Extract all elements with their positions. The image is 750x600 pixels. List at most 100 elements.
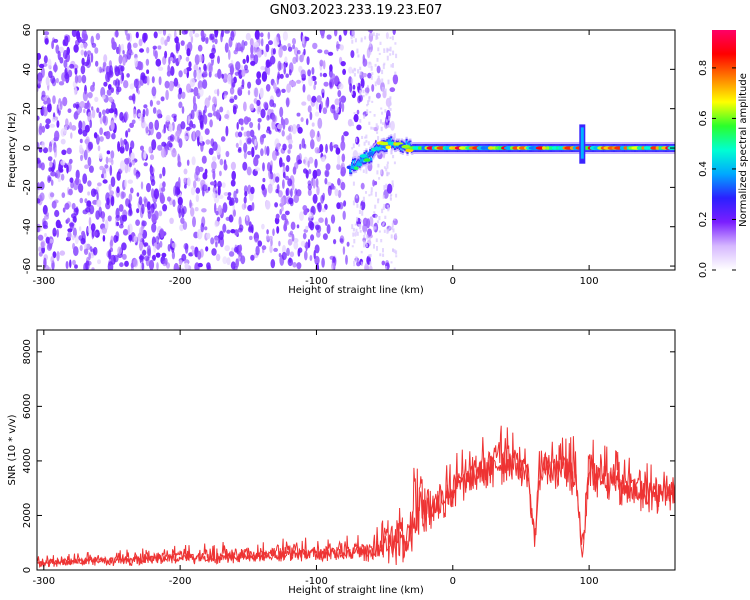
noise-speckle xyxy=(121,116,126,123)
noise-speckle xyxy=(59,57,64,64)
noise-speckle xyxy=(198,87,204,97)
noise-haze xyxy=(355,137,358,143)
noise-speckle xyxy=(107,157,114,163)
noise-speckle xyxy=(41,125,46,133)
noise-speckle xyxy=(340,181,346,191)
noise-speckle xyxy=(279,157,283,168)
noise-speckle xyxy=(189,199,192,209)
noise-haze xyxy=(382,253,385,257)
noise-speckle xyxy=(273,36,279,47)
noise-haze xyxy=(395,255,398,258)
x-tick-label: 0 xyxy=(450,576,456,587)
noise-speckle xyxy=(285,165,290,172)
noise-haze xyxy=(395,193,398,198)
noise-haze xyxy=(369,261,372,266)
noise-speckle xyxy=(307,69,311,77)
noise-speckle xyxy=(142,249,147,256)
noise-speckle xyxy=(129,162,132,168)
noise-speckle xyxy=(60,173,65,181)
noise-speckle xyxy=(343,131,349,137)
noise-speckle xyxy=(208,63,213,74)
noise-speckle xyxy=(193,63,199,72)
noise-speckle xyxy=(308,75,313,87)
noise-speckle xyxy=(41,90,46,98)
noise-speckle xyxy=(227,73,232,85)
noise-speckle xyxy=(281,205,284,212)
noise-haze xyxy=(354,38,357,43)
noise-speckle xyxy=(235,61,241,71)
noise-speckle xyxy=(107,215,112,222)
noise-speckle xyxy=(296,224,300,229)
noise-speckle xyxy=(117,246,122,255)
noise-speckle xyxy=(205,139,211,145)
noise-speckle xyxy=(260,148,264,157)
noise-haze xyxy=(352,181,355,186)
y-tick-label: 60 xyxy=(22,24,33,37)
noise-haze xyxy=(365,139,368,143)
noise-speckle xyxy=(67,108,72,113)
noise-speckle xyxy=(177,196,183,206)
noise-speckle xyxy=(296,79,301,84)
noise-speckle xyxy=(261,71,268,82)
noise-haze xyxy=(353,239,356,244)
y-tick-label: 2000 xyxy=(22,503,33,528)
noise-speckle xyxy=(190,109,195,120)
spectrogram-y-ticks: -60 -40 -20 0 20 40 60 xyxy=(22,24,675,274)
noise-speckle xyxy=(321,257,325,268)
noise-speckle xyxy=(65,261,69,269)
noise-speckle xyxy=(260,108,266,119)
noise-speckle xyxy=(337,154,341,166)
noise-speckle xyxy=(278,253,282,258)
noise-haze xyxy=(380,239,383,243)
noise-speckle xyxy=(269,244,273,254)
noise-speckle xyxy=(286,155,291,163)
noise-speckle xyxy=(348,66,353,74)
noise-speckle xyxy=(349,83,353,93)
noise-speckle xyxy=(226,257,231,266)
noise-speckle xyxy=(140,181,144,190)
noise-speckle xyxy=(341,102,345,113)
noise-speckle xyxy=(124,158,130,165)
noise-haze xyxy=(374,81,377,87)
noise-haze xyxy=(351,245,354,248)
noise-speckle xyxy=(65,118,69,128)
spectrogram-x-ticks: -300 -200 -100 0 100 xyxy=(32,30,599,287)
noise-haze xyxy=(352,34,355,38)
noise-speckle xyxy=(157,144,163,151)
noise-speckle xyxy=(195,194,200,203)
noise-haze xyxy=(353,67,356,71)
noise-speckle xyxy=(64,73,70,80)
noise-speckle xyxy=(114,65,118,73)
noise-speckle xyxy=(274,202,278,208)
noise-haze xyxy=(351,39,354,44)
noise-speckle xyxy=(190,245,195,250)
noise-haze xyxy=(387,172,390,175)
noise-speckle xyxy=(173,115,177,122)
noise-speckle xyxy=(272,228,275,236)
noise-speckle xyxy=(324,203,328,210)
noise-speckle xyxy=(309,129,316,139)
noise-haze xyxy=(386,125,389,128)
noise-speckle xyxy=(186,159,190,166)
noise-speckle xyxy=(148,125,154,136)
noise-speckle xyxy=(232,105,237,115)
y-tick-label: 20 xyxy=(22,102,33,115)
noise-speckle xyxy=(212,141,218,151)
noise-speckle xyxy=(103,115,108,126)
noise-speckle xyxy=(151,139,157,151)
noise-haze xyxy=(357,223,360,227)
noise-haze xyxy=(381,69,384,75)
noise-speckle xyxy=(52,251,57,259)
noise-speckle xyxy=(145,126,149,134)
noise-speckle xyxy=(340,61,346,67)
noise-speckle xyxy=(204,226,208,231)
noise-haze xyxy=(388,105,391,109)
noise-haze xyxy=(351,78,354,84)
noise-speckle xyxy=(80,65,86,75)
noise-speckle xyxy=(209,52,215,59)
noise-speckle xyxy=(173,185,177,197)
noise-haze xyxy=(365,262,368,267)
noise-haze xyxy=(392,63,394,68)
noise-speckle xyxy=(110,119,115,131)
y-tick-label: -40 xyxy=(22,219,33,235)
